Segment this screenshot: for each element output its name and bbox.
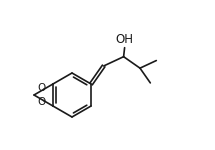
Text: OH: OH <box>116 33 134 46</box>
Text: O: O <box>38 83 46 93</box>
Text: O: O <box>38 97 46 107</box>
